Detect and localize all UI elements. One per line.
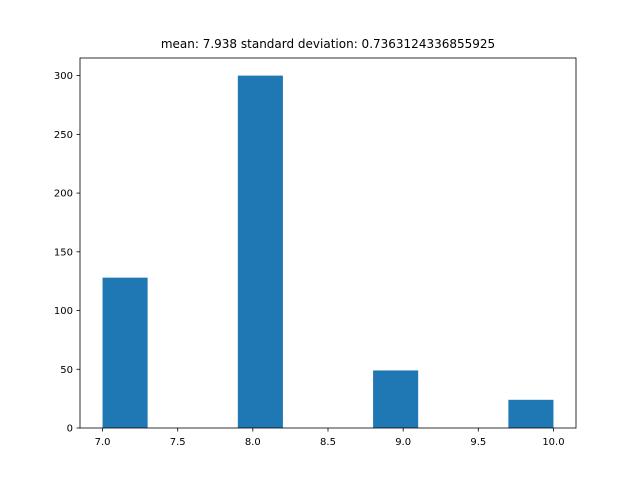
y-tick-label: 200: [54, 189, 73, 200]
y-tick-label: 100: [54, 306, 73, 317]
plot-area-frame: [79, 57, 577, 429]
y-tick-label: 0: [67, 424, 73, 435]
x-tick-label: 9.0: [395, 437, 411, 448]
bars-group: [102, 75, 554, 428]
histogram-bar-6: [373, 370, 419, 428]
histogram-bar-9: [508, 399, 554, 428]
x-tick-label: 7.0: [95, 437, 111, 448]
x-tick-label: 8.5: [320, 437, 336, 448]
y-tick-label: 300: [54, 71, 73, 82]
x-tick-label: 10.0: [542, 437, 564, 448]
x-axis-ticks: 7.0 7.5 8.0 8.5 9.0 9.5 10.0: [95, 428, 565, 448]
histogram-bar-0: [102, 277, 148, 428]
y-tick-label: 150: [54, 247, 73, 258]
histogram-bar-3: [237, 75, 283, 428]
y-axis-ticks: 0 50 100 150 200 250 300: [54, 71, 80, 435]
x-tick-label: 9.5: [470, 437, 486, 448]
chart-title: mean: 7.938 standard deviation: 0.736312…: [161, 37, 495, 51]
y-tick-label: 50: [60, 365, 73, 376]
x-tick-label: 8.0: [245, 437, 261, 448]
y-tick-label: 250: [54, 130, 73, 141]
x-tick-label: 7.5: [170, 437, 186, 448]
